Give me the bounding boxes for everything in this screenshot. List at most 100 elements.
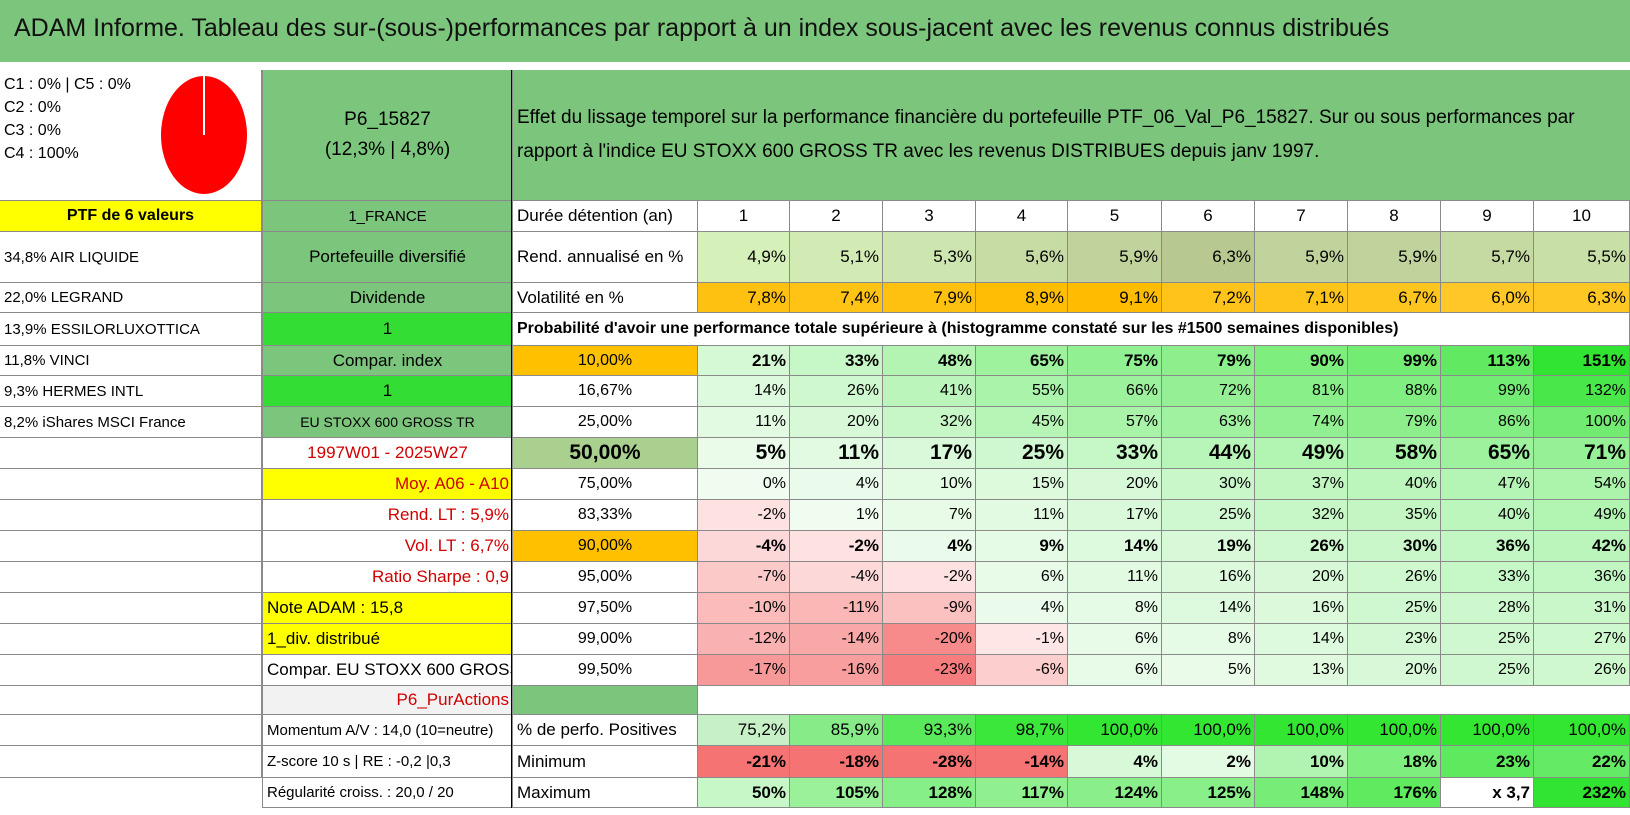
positives-value: 100,0%	[1068, 715, 1162, 746]
minimum-value: 18%	[1348, 746, 1441, 778]
rend-value: 5,3%	[883, 232, 976, 283]
note-item: 1_div. distribué	[262, 624, 513, 655]
probability-value: -4%	[790, 562, 883, 593]
probability-value: 14%	[1068, 531, 1162, 562]
fund-perf: (12,3% | 4,8%)	[324, 139, 451, 160]
probability-value: 8%	[1162, 624, 1255, 655]
probability-value: 26%	[790, 376, 883, 407]
empty-cell	[0, 715, 262, 746]
region: 1_FRANCE	[262, 201, 513, 232]
probability-value: 25%	[1441, 624, 1534, 655]
probability-value: 20%	[1255, 562, 1348, 593]
minimum-value: 23%	[1441, 746, 1534, 778]
rend-value: 6,3%	[1162, 232, 1255, 283]
empty-cell	[0, 562, 262, 593]
threshold-label: 16,67%	[513, 376, 698, 407]
probability-value: 88%	[1348, 376, 1441, 407]
maximum-value: 128%	[883, 778, 976, 808]
probability-value: 17%	[1068, 500, 1162, 531]
threshold-label: 83,33%	[513, 500, 698, 531]
portfolio-type: Portefeuille diversifié	[262, 232, 513, 283]
threshold-label: 25,00%	[513, 407, 698, 438]
probability-value: 20%	[1348, 655, 1441, 686]
probability-value: 6%	[1068, 655, 1162, 686]
probability-value: 151%	[1534, 346, 1630, 376]
minimum-value: 4%	[1068, 746, 1162, 778]
probability-value: 8%	[1068, 593, 1162, 624]
minimum-value: -28%	[883, 746, 976, 778]
maximum-label: Maximum	[513, 778, 698, 808]
holding-item: 34,8% AIR LIQUIDE	[0, 232, 262, 283]
indicator-line: Z-score 10 s | RE : -0,2 |0,3	[262, 746, 513, 778]
probability-value: 26%	[1534, 655, 1630, 686]
pie-chart-icon	[159, 74, 249, 196]
probability-value: 5%	[1162, 655, 1255, 686]
vol-lt: Vol. LT : 6,7%	[262, 531, 513, 562]
compar-index-value: 1	[262, 376, 513, 407]
probability-value: -12%	[698, 624, 790, 655]
probability-value: 54%	[1534, 469, 1630, 500]
probability-value: 48%	[883, 346, 976, 376]
probability-value: 6%	[1068, 624, 1162, 655]
positives-value: 100,0%	[1348, 715, 1441, 746]
ratio-sharpe: Ratio Sharpe : 0,9	[262, 562, 513, 593]
probability-value: 25%	[1162, 500, 1255, 531]
separator	[0, 62, 1630, 70]
vol-value: 6,3%	[1534, 283, 1630, 313]
probability-value: 30%	[1348, 531, 1441, 562]
probability-value: -1%	[976, 624, 1068, 655]
minimum-value: 22%	[1534, 746, 1630, 778]
empty-cell	[1534, 313, 1630, 346]
probability-value: 40%	[1441, 500, 1534, 531]
probability-value: -16%	[790, 655, 883, 686]
fund-code: P6_15827	[344, 109, 431, 130]
rend-value: 5,5%	[1534, 232, 1630, 283]
positives-value: 100,0%	[1534, 715, 1630, 746]
probability-value: 28%	[1441, 593, 1534, 624]
minimum-label: Minimum	[513, 746, 698, 778]
holding-item: 9,3% HERMES INTL	[0, 376, 262, 407]
empty-cell	[0, 500, 262, 531]
composition-line: C1 : 0% | C5 : 0%	[4, 76, 131, 93]
probability-value: 79%	[1348, 407, 1441, 438]
probability-value: 58%	[1348, 438, 1441, 469]
probability-value: -2%	[883, 562, 976, 593]
empty-cell	[698, 686, 1630, 715]
probability-value: -9%	[883, 593, 976, 624]
probability-value: 35%	[1348, 500, 1441, 531]
probability-value: 13%	[1255, 655, 1348, 686]
probability-value: 7%	[883, 500, 976, 531]
probability-value: 66%	[1068, 376, 1162, 407]
minimum-value: -14%	[976, 746, 1068, 778]
probability-value: 11%	[976, 500, 1068, 531]
probability-value: 49%	[1255, 438, 1348, 469]
probability-value: 33%	[790, 346, 883, 376]
threshold-label: 10,00%	[513, 346, 698, 376]
probability-value: 14%	[1162, 593, 1255, 624]
probability-value: 11%	[790, 438, 883, 469]
year-header: 6	[1162, 201, 1255, 232]
positives-label: % de perfo. Positives	[513, 715, 698, 746]
vol-value: 7,1%	[1255, 283, 1348, 313]
portfolio-count: PTF de 6 valeurs	[0, 201, 262, 232]
holding-item: 8,2% iShares MSCI France	[0, 407, 262, 438]
probability-value: 19%	[1162, 531, 1255, 562]
composition-line: C2 : 0%	[4, 99, 61, 116]
page-title: ADAM Informe. Tableau des sur-(sous-)per…	[14, 14, 1390, 42]
description-line: Effet du lissage temporel sur la perform…	[517, 107, 1575, 128]
probability-value: 79%	[1162, 346, 1255, 376]
probability-value: 36%	[1534, 562, 1630, 593]
threshold-label: 99,00%	[513, 624, 698, 655]
probability-value: 20%	[1068, 469, 1162, 500]
probability-value: 41%	[883, 376, 976, 407]
dividend-value: 1	[262, 313, 513, 346]
probability-value: 4%	[883, 531, 976, 562]
probability-value: 44%	[1162, 438, 1255, 469]
probability-value: 14%	[698, 376, 790, 407]
compar-index-label: Compar. index	[262, 346, 513, 376]
vol-value: 9,1%	[1068, 283, 1162, 313]
positives-value: 100,0%	[1162, 715, 1255, 746]
maximum-value: 148%	[1255, 778, 1348, 808]
probability-value: -23%	[883, 655, 976, 686]
years-label: Durée détention (an)	[513, 201, 698, 232]
